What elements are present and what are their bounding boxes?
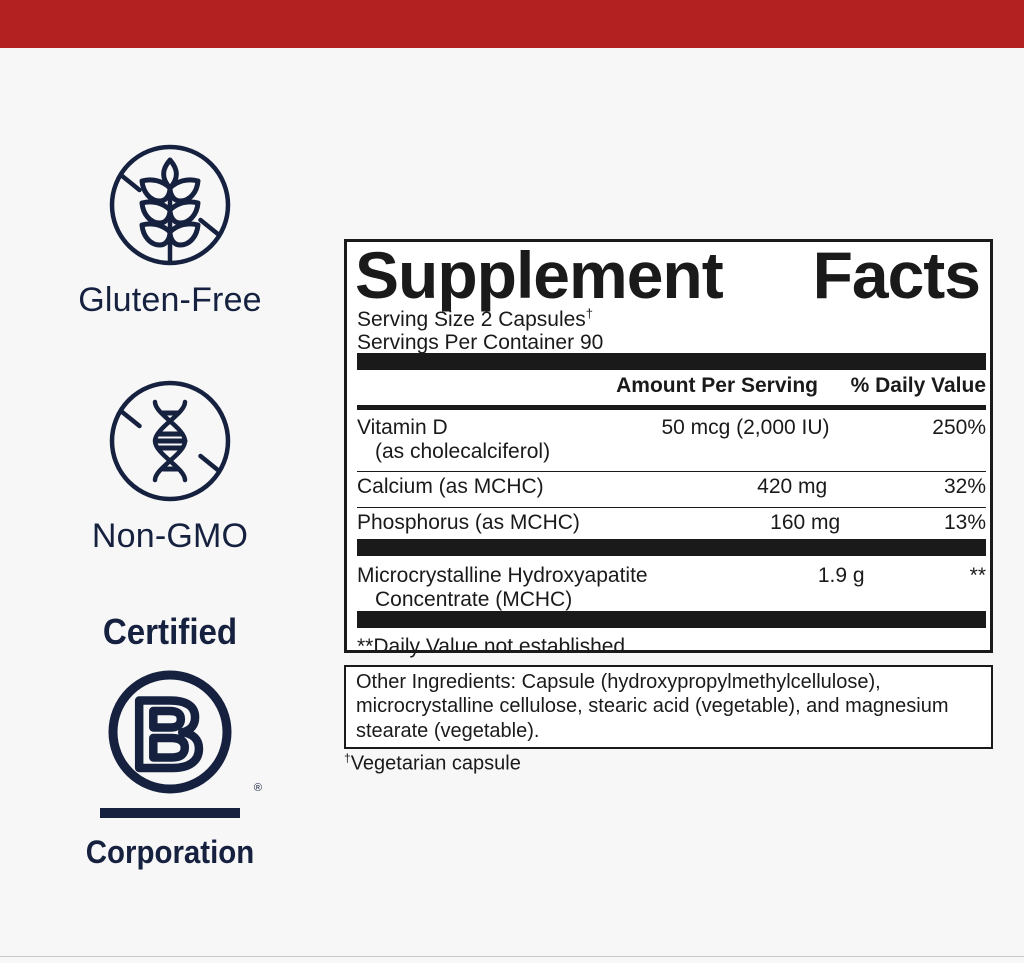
svg-text:B: B [133,679,204,789]
